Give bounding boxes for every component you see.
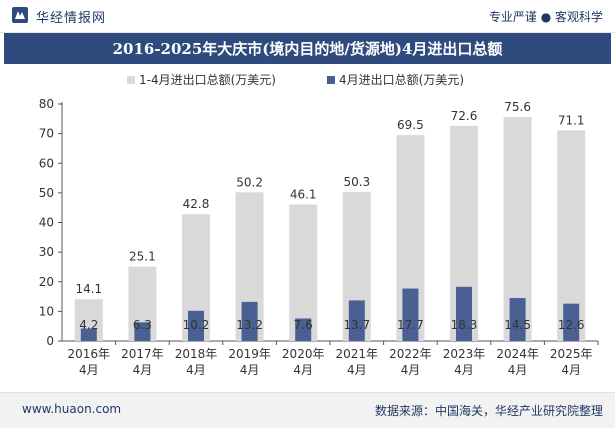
x-tick-label-year: 2018年: [175, 347, 218, 361]
legend-label-series2: 4月进出口总额(万美元): [339, 73, 464, 87]
data-label-series2: 4.2: [79, 318, 98, 332]
data-label-series2: 18.3: [451, 318, 478, 332]
y-tick-label: 50: [39, 186, 54, 200]
title-bar: 2016-2025年大庆市(境内目的地/货源地)4月进出口总额: [4, 33, 611, 64]
top-bar: 华经情报网 专业严谨 ● 客观科学: [0, 0, 615, 33]
y-tick-label: 0: [46, 334, 54, 348]
bar-series2: [348, 300, 365, 341]
brand-name: 华经情报网: [36, 11, 107, 26]
data-label-series1: 50.3: [343, 175, 370, 189]
x-tick-label-year: 2016年: [68, 347, 111, 361]
data-label-series2: 13.7: [343, 318, 370, 332]
data-label-series1: 25.1: [129, 250, 156, 264]
data-label-series2: 6.3: [133, 318, 152, 332]
data-source: 数据来源：中国海关，华经产业研究院整理: [374, 404, 603, 418]
website-url[interactable]: www.huaon.com: [22, 402, 122, 416]
data-label-series1: 71.1: [558, 113, 585, 127]
x-tick-label-year: 2022年: [389, 347, 432, 361]
bar-series2: [188, 310, 204, 341]
x-tick-label-year: 2024年: [496, 347, 539, 361]
data-label-series2: 13.2: [236, 318, 263, 332]
bar-series2: [509, 298, 526, 341]
y-tick-label: 80: [39, 97, 54, 111]
chart-title: 2016-2025年大庆市(境内目的地/货源地)4月进出口总额: [112, 40, 503, 58]
x-tick-label-month: 4月: [293, 363, 313, 377]
y-tick-label: 40: [39, 216, 54, 230]
y-tick-label: 60: [39, 156, 54, 170]
legend-label-series1: 1-4月进出口总额(万美元): [139, 73, 276, 87]
x-tick-label-month: 4月: [401, 363, 421, 377]
x-tick-label-month: 4月: [133, 363, 153, 377]
x-tick-label-month: 4月: [347, 363, 367, 377]
x-tick-label-month: 4月: [454, 363, 474, 377]
bar-chart: 0 10 20 30 40 50 60 70 80 14.1 4.2 2016年 4月 25.1 6.3 20…: [39, 73, 599, 377]
y-tick-label: 30: [39, 245, 54, 259]
y-tick-label: 10: [39, 304, 54, 318]
data-label-series1: 46.1: [290, 187, 317, 201]
data-label-series1: 72.6: [451, 109, 478, 123]
bar-series1: [289, 204, 318, 341]
data-label-series2: 10.2: [183, 318, 210, 332]
huajing-logo-icon: [12, 7, 28, 23]
data-label-series1: 75.6: [504, 100, 531, 114]
y-tick-label: 70: [39, 127, 54, 141]
bar-series2: [134, 322, 151, 341]
bar-series2: [80, 328, 97, 341]
x-tick-label-month: 4月: [240, 363, 260, 377]
data-label-series2: 12.6: [558, 318, 585, 332]
x-tick-label-month: 4月: [79, 363, 99, 377]
data-label-series1: 14.1: [75, 282, 102, 296]
data-label-series1: 42.8: [183, 197, 210, 211]
x-tick-label-year: 2023年: [443, 347, 486, 361]
data-label-series1: 69.5: [397, 118, 424, 132]
brand-tagline: 专业严谨 ● 客观科学: [488, 10, 603, 24]
data-label-series2: 14.5: [504, 318, 531, 332]
x-tick-label-year: 2020年: [282, 347, 325, 361]
x-tick-label-year: 2021年: [336, 347, 379, 361]
x-tick-label-month: 4月: [561, 363, 581, 377]
data-label-series1: 50.2: [236, 175, 263, 189]
bar-series2: [241, 301, 258, 341]
data-label-series2: 7.6: [294, 318, 313, 332]
x-tick-label-year: 2025年: [550, 347, 593, 361]
bar-series2: [456, 286, 472, 341]
x-tick-label-month: 4月: [508, 363, 528, 377]
footer: www.huaon.com 数据来源：中国海关，华经产业研究院整理: [0, 392, 615, 428]
legend-swatch-series2: [327, 76, 335, 84]
x-tick-label-year: 2017年: [121, 347, 164, 361]
bar-series2: [295, 318, 312, 341]
y-tick-label: 20: [39, 275, 54, 289]
bar-series2: [563, 303, 580, 341]
x-tick-label-month: 4月: [186, 363, 206, 377]
x-tick-label-year: 2019年: [228, 347, 271, 361]
data-label-series2: 17.7: [397, 318, 424, 332]
legend-swatch-series1: [127, 76, 135, 84]
bar-series2: [402, 288, 419, 341]
